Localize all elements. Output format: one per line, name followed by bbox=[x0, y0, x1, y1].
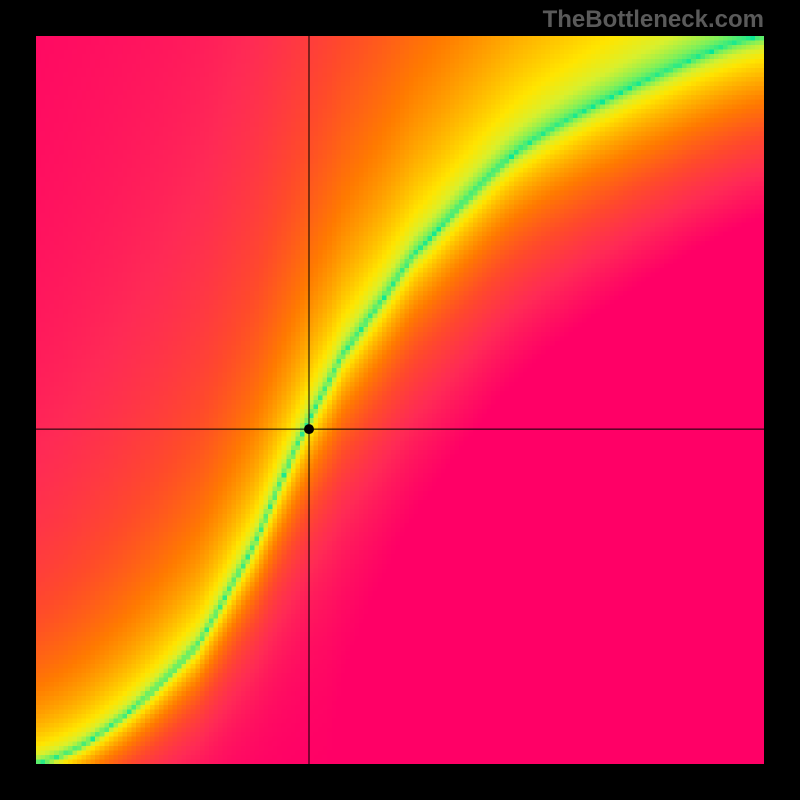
watermark-text: TheBottleneck.com bbox=[543, 6, 764, 34]
chart-container: TheBottleneck.com bbox=[0, 0, 800, 800]
bottleneck-heatmap bbox=[36, 36, 764, 764]
